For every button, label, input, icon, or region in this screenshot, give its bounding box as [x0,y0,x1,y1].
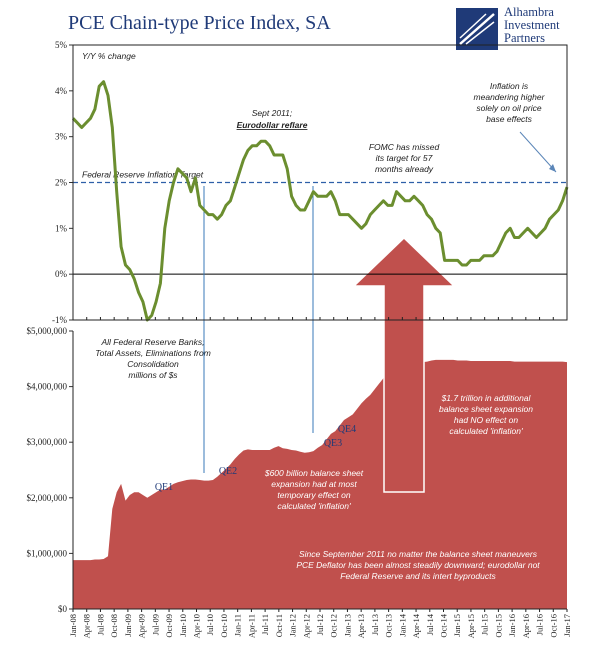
upper-y-tick-label: -1% [52,315,67,325]
x-tick-label: Jul-13 [370,614,380,635]
oil-annotation-line: Inflation is [490,81,529,91]
x-tick-label: Apr-10 [192,614,202,638]
lower-y-tick-label: $3,000,000 [27,437,68,447]
x-tick-label: Apr-09 [137,614,147,638]
x-tick-label: Apr-08 [82,614,92,638]
eurodollar-annotation-line: Eurodollar reflare [237,120,308,130]
qe2-annotation-line: calculated 'inflation' [277,501,351,511]
x-tick-label: Jan-14 [397,613,407,636]
company-logo: Alhambra Investment Partners [456,6,596,62]
upper-y-tick-label: 4% [55,86,68,96]
x-tick-label: Jan-13 [342,614,352,637]
qe2-annotation-line: temporary effect on [277,490,351,500]
lower-y-tick-label: $5,000,000 [27,326,68,336]
qe-label: QE2 [219,466,237,477]
x-tick-label: Apr-15 [466,614,476,638]
x-tick-label: Jan-17 [562,614,572,637]
x-tick-label: Oct-15 [493,614,503,638]
inflation-target-label: Federal Reserve Inflation Target [82,170,204,180]
x-tick-label: Jan-08 [68,614,78,637]
x-tick-label: Jul-08 [95,614,105,635]
x-tick-label: Oct-09 [164,614,174,638]
pce-panel: -1% 0% 1% 2% 3% 4% 5% Federal Reserve Inflation… [52,40,569,473]
x-tick-label: Oct-12 [329,614,339,638]
eurodollar-annotation-line: Sept 2011; [252,108,293,118]
balance-sheet-label-line: millions of $s [128,370,178,380]
upper-y-tick-label: 2% [55,178,68,188]
qe-label: QE3 [324,438,342,449]
qe3-annotation-line: calculated 'inflation' [449,426,523,436]
logo-text: Alhambra Investment Partners [504,6,596,45]
x-tick-label: Jul-09 [150,614,160,635]
x-axis: Jan-08 Apr-08 Jul-08 Oct-08 Jan-09 Apr-09 Jul-… [68,317,572,638]
x-tick-label: Oct-13 [384,614,394,638]
logo-line-2: Investment [504,18,560,32]
x-tick-label: Jul-15 [480,614,490,635]
big-up-arrow [352,236,456,493]
x-tick-label: Oct-10 [219,614,229,638]
logo-line-1: Alhambra [504,5,554,19]
upper-y-tick-label: 5% [55,40,68,50]
lower-y-tick-label: $4,000,000 [27,382,68,392]
summary-annotation-line: PCE Deflator has been almost steadily do… [296,560,540,570]
pce-series-line [71,80,569,322]
summary-annotation-line: Since September 2011 no matter the balan… [299,549,538,559]
upper-y-tick-label: 0% [55,269,68,279]
lower-y-tick-label: $2,000,000 [27,493,68,503]
oil-annotation-arrow [519,131,557,173]
logo-line-3: Partners [504,31,545,45]
x-tick-label: Jan-09 [123,614,133,637]
x-tick-label: Jul-11 [260,614,270,635]
qe2-annotation-line: expansion had at most [271,479,357,489]
oil-annotation-arrowhead [549,164,556,172]
x-tick-label: Jul-10 [205,614,215,635]
x-tick-label: Oct-16 [548,614,558,638]
x-tick-label: Apr-14 [411,613,421,638]
pce-y-label: Y/Y % change [82,51,136,61]
x-tick-label: Jan-10 [178,614,188,637]
qe-label: QE1 [155,482,173,493]
x-tick-label: Jul-12 [315,614,325,635]
oil-annotation-line: base effects [486,114,533,124]
upper-y-tick-label: 3% [55,132,68,142]
fomc-annotation-line: its target for 57 [376,153,433,163]
qe3-annotation-line: had NO effect on [454,415,519,425]
x-tick-label: Apr-16 [521,614,531,638]
x-tick-label: Jan-12 [288,614,298,637]
fomc-annotation-line: FOMC has missed [369,142,440,152]
x-tick-label: Jul-14 [425,613,435,635]
fomc-annotation-line: months already [375,164,434,174]
x-tick-label: Apr-11 [246,614,256,638]
lower-y-tick-label: $1,000,000 [27,548,68,558]
qe-label: QE4 [338,424,356,435]
balance-sheet-label-line: Consolidation [127,359,179,369]
x-tick-label: Oct-08 [109,614,119,638]
x-tick-label: Jan-16 [507,614,517,637]
x-tick-label: Apr-13 [356,614,366,638]
qe2-annotation-line: $600 billion balance sheet [264,468,364,478]
x-tick-label: Jan-11 [233,614,243,636]
logo-mark-icon [456,8,498,50]
summary-annotation-line: Federal Reserve and its intert byproduct… [340,571,496,581]
balance-sheet-area [73,359,567,609]
chart-title: PCE Chain-type Price Index, SA [68,12,331,34]
upper-y-tick-label: 1% [55,223,68,233]
x-tick-label: Apr-12 [301,614,311,638]
x-tick-label: Jan-15 [452,614,462,637]
oil-annotation-line: meandering higher [474,92,546,102]
balance-sheet-label-line: All Federal Reserve Banks; [101,337,206,347]
qe3-annotation-line: balance sheet expansion [439,404,533,414]
lower-y-tick-label: $0 [58,604,68,614]
qe3-annotation-line: $1.7 trillion in additional [441,393,532,403]
balance-sheet-label-line: Total Assets, Eliminations from [95,348,211,358]
balance-sheet-panel: $0 $1,000,000 $2,000,000 $3,000,000 $4,000,0… [27,236,567,614]
oil-annotation-line: solely on oil price [476,103,541,113]
x-tick-label: Oct-11 [274,614,284,637]
x-tick-label: Jul-16 [535,614,545,635]
x-tick-label: Oct-14 [439,613,449,637]
